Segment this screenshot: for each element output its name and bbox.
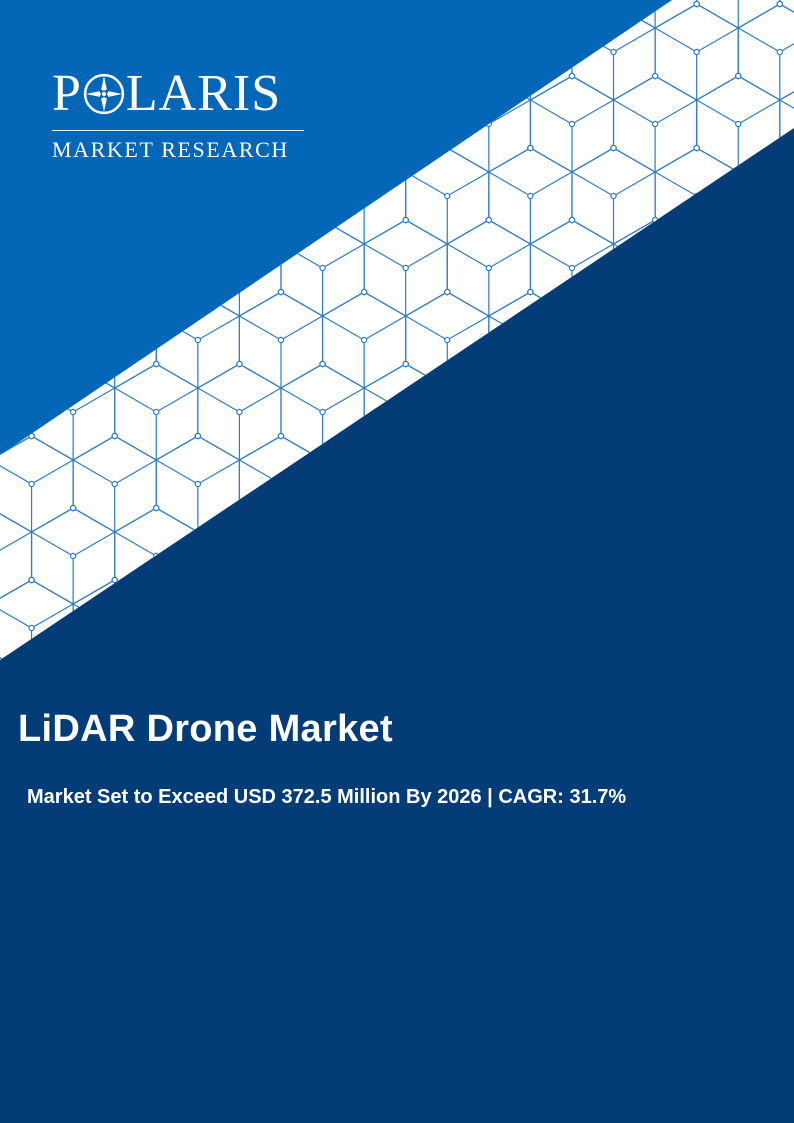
report-subtitle: Market Set to Exceed USD 372.5 Million B…	[27, 786, 627, 808]
polaris-logo: P LARIS MARKET RESEARCH	[52, 66, 308, 163]
logo-letters-laris: LARIS	[125, 65, 282, 122]
logo-wordmark: P LARIS	[52, 66, 308, 122]
logo-tagline: MARKET RESEARCH	[52, 137, 289, 162]
report-title: LiDAR Drone Market	[18, 708, 393, 750]
logo-letter-p: P	[52, 65, 82, 122]
logo-divider	[52, 130, 304, 131]
compass-star-icon	[83, 73, 125, 115]
diagonal-pattern-band	[0, 0, 794, 660]
